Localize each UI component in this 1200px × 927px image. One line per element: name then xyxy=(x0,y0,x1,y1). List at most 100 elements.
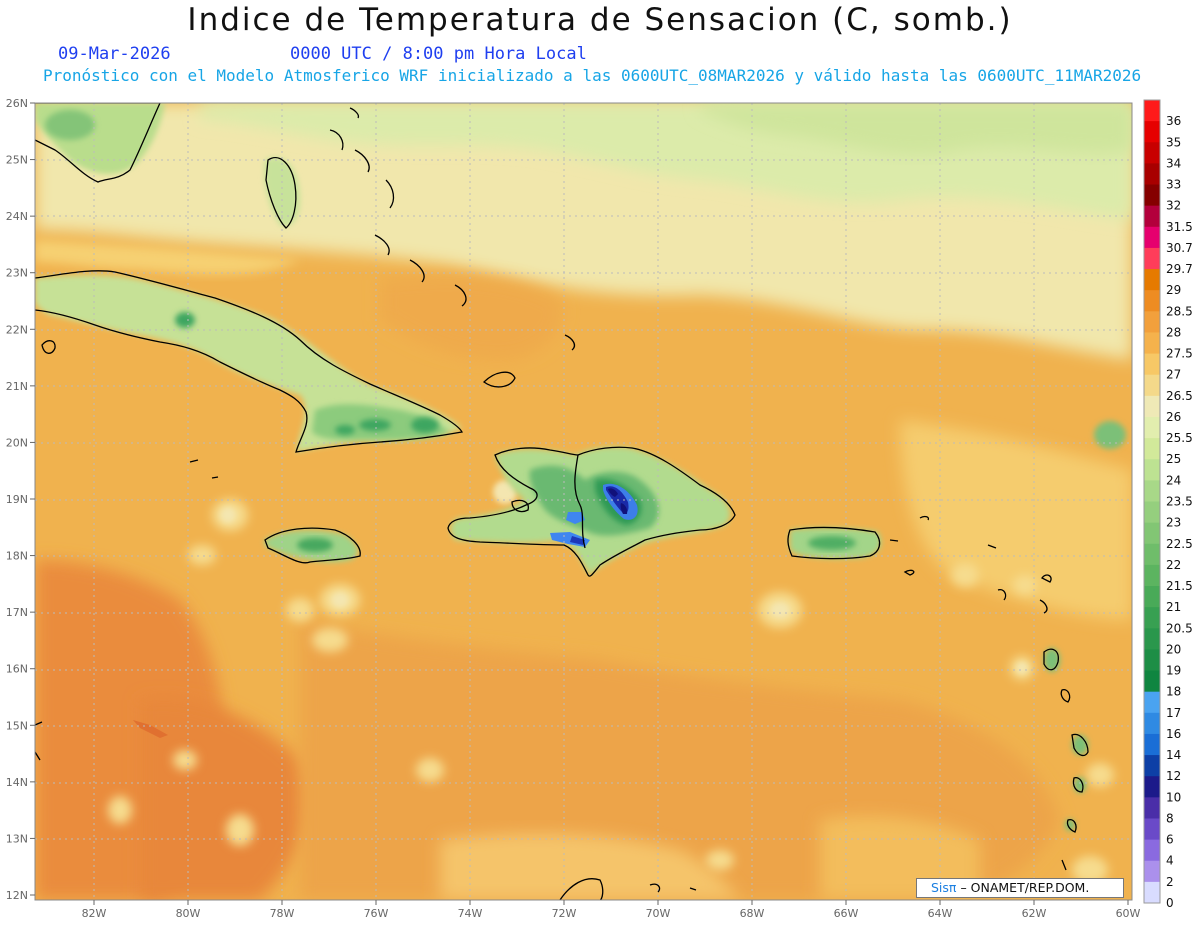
colorbar-swatch xyxy=(1144,480,1160,502)
colorbar-label: 2 xyxy=(1166,875,1174,889)
lon-label: 80W xyxy=(176,907,201,920)
colorbar-swatch xyxy=(1144,839,1160,862)
lat-label: 12N xyxy=(6,889,28,902)
lat-label: 19N xyxy=(6,493,28,506)
coastline-puerto-rico xyxy=(787,526,881,560)
colorbar-swatch xyxy=(1144,353,1160,376)
latitude-labels: 26N 25N 24N 23N 22N 21N 20N 19N 18N 17N 16N 15N 14N 1… xyxy=(6,97,35,902)
colorbar-label: 4 xyxy=(1166,854,1174,868)
forecast-description: Pronóstico con el Modelo Atmosferico WRF… xyxy=(43,66,1142,85)
colorbar-label: 22 xyxy=(1166,558,1181,572)
colorbar-swatch xyxy=(1144,416,1160,439)
colorbar-label: 32 xyxy=(1166,199,1181,213)
lat-label: 20N xyxy=(6,436,28,449)
colorbar-label: 23 xyxy=(1166,516,1181,530)
colorbar-swatch xyxy=(1144,269,1160,291)
plot-frame xyxy=(34,102,1133,901)
colorbar-swatch xyxy=(1144,142,1160,164)
colorbar-label: 18 xyxy=(1166,685,1181,699)
coastline-antilles-1 xyxy=(987,544,997,549)
longitude-labels: 82W 80W 78W 76W 74W 72W 70W 68W 66W 64W 62W 60W xyxy=(82,900,1141,920)
colorbar-swatch xyxy=(1144,290,1160,312)
lon-label: 76W xyxy=(364,907,389,920)
colorbar-swatch xyxy=(1144,881,1160,904)
colorbar-swatch xyxy=(1144,205,1160,228)
colorbar-label: 25 xyxy=(1166,452,1181,466)
colorbar-label: 34 xyxy=(1166,156,1181,170)
colorbar-swatch xyxy=(1144,860,1160,883)
colorbar: 363534333231.530.729.72928.52827.52726.5… xyxy=(1143,99,1193,910)
lon-label: 66W xyxy=(834,907,859,920)
colorbar-swatch xyxy=(1144,733,1160,756)
forecast-time: 0000 UTC / 8:00 pm Hora Local xyxy=(290,44,587,64)
colorbar-swatch xyxy=(1144,586,1160,608)
lon-label: 64W xyxy=(928,907,953,920)
colorbar-swatch xyxy=(1144,797,1160,819)
colorbar-swatch xyxy=(1144,522,1160,545)
colorbar-swatch xyxy=(1144,712,1160,735)
colorbar-label: 8 xyxy=(1166,811,1174,825)
colorbar-swatch xyxy=(1144,564,1160,587)
coastline-andros xyxy=(265,157,297,229)
colorbar-label: 16 xyxy=(1166,727,1181,741)
colorbar-label: 21.5 xyxy=(1166,579,1193,593)
temperature-field xyxy=(35,103,1132,900)
colorbar-label: 25.5 xyxy=(1166,431,1193,445)
colorbar-swatch xyxy=(1144,691,1160,714)
colorbar-label: 29 xyxy=(1166,283,1181,297)
colorbar-swatch xyxy=(1144,332,1160,355)
colorbar-swatch xyxy=(1144,818,1160,841)
coastline-bahamas-5 xyxy=(409,259,425,283)
colorbar-label: 27 xyxy=(1166,368,1181,382)
colorbar-swatch xyxy=(1144,755,1160,777)
colorbar-label: 6 xyxy=(1166,833,1174,847)
colorbar-swatch xyxy=(1144,163,1160,186)
colorbar-label: 31.5 xyxy=(1166,220,1193,234)
coastline-st-vincent xyxy=(1066,819,1077,833)
credit-text: – ONAMET/REP.DOM. xyxy=(960,880,1090,895)
lon-label: 72W xyxy=(552,907,577,920)
colorbar-swatch xyxy=(1144,607,1160,629)
colorbar-label: 21 xyxy=(1166,600,1181,614)
colorbar-swatch xyxy=(1144,226,1160,249)
colorbar-label: 29.7 xyxy=(1166,262,1193,276)
coastline-antilles-2 xyxy=(997,589,1007,601)
colorbar-label: 20 xyxy=(1166,642,1181,656)
colorbar-swatch xyxy=(1144,311,1160,333)
coastline-bahamas-4 xyxy=(374,234,390,256)
coastline-hispaniola xyxy=(447,446,736,577)
colorbar-swatch xyxy=(1144,670,1160,693)
colorbar-swatch xyxy=(1144,374,1160,397)
coastline-florida xyxy=(35,103,161,183)
colorbar-label: 33 xyxy=(1166,178,1181,192)
coastline-martinique xyxy=(1071,733,1089,757)
lon-label: 74W xyxy=(458,907,483,920)
coastline-jamaica xyxy=(264,527,361,564)
colorbar-label: 36 xyxy=(1166,114,1181,128)
lat-label: 25N xyxy=(6,154,28,167)
lon-label: 78W xyxy=(270,907,295,920)
colorbar-label: 30.7 xyxy=(1166,241,1193,255)
coastlines xyxy=(35,103,1089,900)
colorbar-label: 23.5 xyxy=(1166,495,1193,509)
coastline-virgin-islands xyxy=(903,515,930,576)
coastline-isla-juventud xyxy=(41,340,56,354)
coastline-antilles-3 xyxy=(1039,599,1048,614)
credit-box: Sisπ – ONAMET/REP.DOM. xyxy=(916,878,1124,898)
lon-label: 70W xyxy=(646,907,671,920)
lat-label: 18N xyxy=(6,550,28,563)
sispi-logo: Sisπ xyxy=(931,880,957,895)
coastline-st-lucia xyxy=(1072,777,1084,793)
colorbar-label: 19 xyxy=(1166,664,1181,678)
coastline-honduras-islands xyxy=(35,721,43,761)
colorbar-swatch xyxy=(1144,501,1160,524)
lat-label: 17N xyxy=(6,606,28,619)
coastline-cuba xyxy=(35,270,463,453)
lat-label: 23N xyxy=(6,267,28,280)
colorbar-label: 26 xyxy=(1166,410,1181,424)
lon-label: 60W xyxy=(1116,907,1141,920)
colorbar-label: 20.5 xyxy=(1166,621,1193,635)
colorbar-swatch xyxy=(1144,459,1160,481)
lat-label: 22N xyxy=(6,323,28,336)
coastline-dominica xyxy=(1060,689,1071,703)
